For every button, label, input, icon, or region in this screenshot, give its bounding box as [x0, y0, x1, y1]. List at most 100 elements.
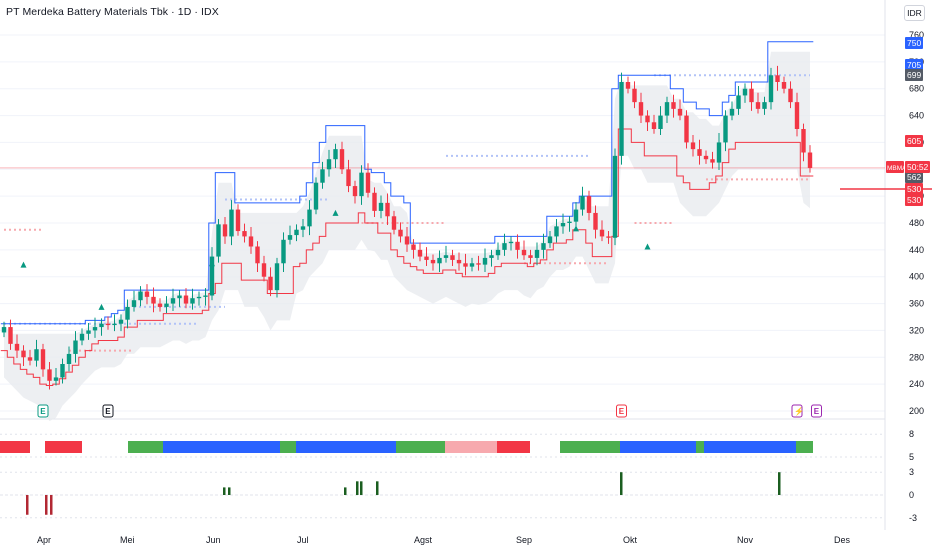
candle-body — [755, 102, 761, 109]
candle-body — [346, 169, 351, 187]
price-tick-label: 280 — [909, 352, 924, 362]
candle-body — [671, 102, 676, 109]
price-tick-label: 480 — [909, 218, 924, 228]
badge-top-series: 750 — [907, 38, 921, 48]
osc-tick-label: 8 — [909, 429, 914, 439]
candle-body — [651, 122, 657, 129]
candle-body — [736, 95, 741, 109]
countdown-badge: 50:52 — [907, 162, 929, 172]
candle-body — [606, 236, 611, 238]
candle-body — [560, 223, 566, 227]
candle-body — [703, 155, 709, 160]
candle-body — [229, 209, 234, 237]
candle-body — [541, 243, 546, 250]
candle-body — [255, 246, 260, 264]
regime-segment — [296, 441, 396, 453]
candle-body — [300, 226, 306, 230]
candle-body — [1, 327, 7, 333]
candle-body — [515, 241, 520, 250]
oscillator-bar — [620, 472, 623, 495]
badge-mid-line-bg — [905, 135, 923, 147]
event-earnings-icon — [37, 404, 49, 418]
candle-body — [60, 364, 65, 378]
candle-body — [203, 295, 208, 297]
badge-last-price-bg — [905, 171, 923, 183]
regime-segment — [704, 441, 716, 453]
candle-body — [450, 255, 455, 260]
candle-body — [417, 249, 423, 257]
candle-body — [580, 196, 585, 210]
candle-body — [170, 298, 176, 304]
signal-triangle-icon — [209, 260, 215, 267]
signal-triangle-icon — [573, 225, 579, 232]
x-tick-label: Sep — [516, 535, 532, 545]
symbol-badge: MBMA — [887, 165, 907, 172]
badge-support-2: 530 — [907, 195, 921, 205]
price-tick-label: 640 — [909, 111, 924, 121]
lower-band-line — [0, 128, 814, 386]
candle-body — [768, 75, 774, 103]
candle-body — [14, 343, 20, 351]
candle-body — [34, 349, 39, 361]
candle-body — [391, 216, 397, 230]
candle-body — [593, 212, 598, 230]
candle-body — [40, 349, 46, 370]
candle-body — [801, 129, 806, 153]
candle-body — [658, 115, 663, 129]
signal-triangle-icon — [20, 261, 27, 268]
event-earnings-icon — [811, 404, 822, 418]
x-tick-label: Jun — [206, 535, 221, 545]
regime-segment — [396, 441, 445, 453]
event-split-icon — [791, 404, 803, 418]
regime-segment — [796, 441, 813, 453]
signal-triangle-icon — [98, 303, 105, 310]
candle-body — [547, 236, 553, 244]
badge-upper-2: 699 — [907, 70, 921, 80]
candle-body — [404, 236, 410, 245]
oscillator-bar — [376, 481, 379, 495]
candle-body — [53, 377, 59, 381]
candle-body — [775, 75, 780, 82]
countdown-badge-bg — [905, 161, 930, 173]
candle-body — [294, 229, 299, 236]
candle-body — [625, 82, 631, 89]
candle-body — [632, 88, 637, 103]
osc-tick-label: 0 — [909, 490, 914, 500]
candle-body — [183, 295, 189, 304]
x-tick-label: Okt — [623, 535, 638, 545]
candle-body — [443, 255, 449, 258]
candle-body — [508, 241, 514, 244]
candle-body — [710, 159, 715, 163]
candle-body — [463, 263, 468, 267]
candle-body — [157, 303, 163, 307]
regime-segment — [445, 441, 497, 453]
currency-button[interactable]: IDR — [904, 5, 925, 21]
candle-body — [781, 82, 787, 89]
event-earnings-icon — [102, 404, 114, 418]
x-tick-label: Agst — [414, 535, 433, 545]
candle-body — [164, 303, 169, 307]
candle-body — [242, 231, 247, 237]
candle-body — [690, 142, 696, 150]
price-tick-label: 400 — [909, 272, 924, 282]
osc-tick-label: 3 — [909, 467, 914, 477]
regime-segment — [163, 441, 280, 453]
candle-body — [307, 209, 312, 227]
candle-body — [261, 263, 267, 277]
regime-segment — [128, 441, 163, 453]
signal-triangle-icon — [644, 243, 651, 250]
candle-body — [365, 172, 371, 193]
regime-segment — [620, 441, 696, 453]
oscillator-bar — [778, 472, 781, 495]
candle-body — [86, 330, 91, 334]
oscillator-bar — [45, 495, 48, 515]
candle-body — [177, 295, 182, 299]
candle-body — [398, 229, 403, 237]
badge-support-2-bg — [905, 194, 923, 206]
signal-triangle-icon — [332, 209, 339, 216]
candle-body — [287, 235, 293, 240]
x-tick-label: Apr — [37, 535, 51, 545]
candle-body — [430, 259, 436, 264]
candle-body — [567, 221, 572, 223]
